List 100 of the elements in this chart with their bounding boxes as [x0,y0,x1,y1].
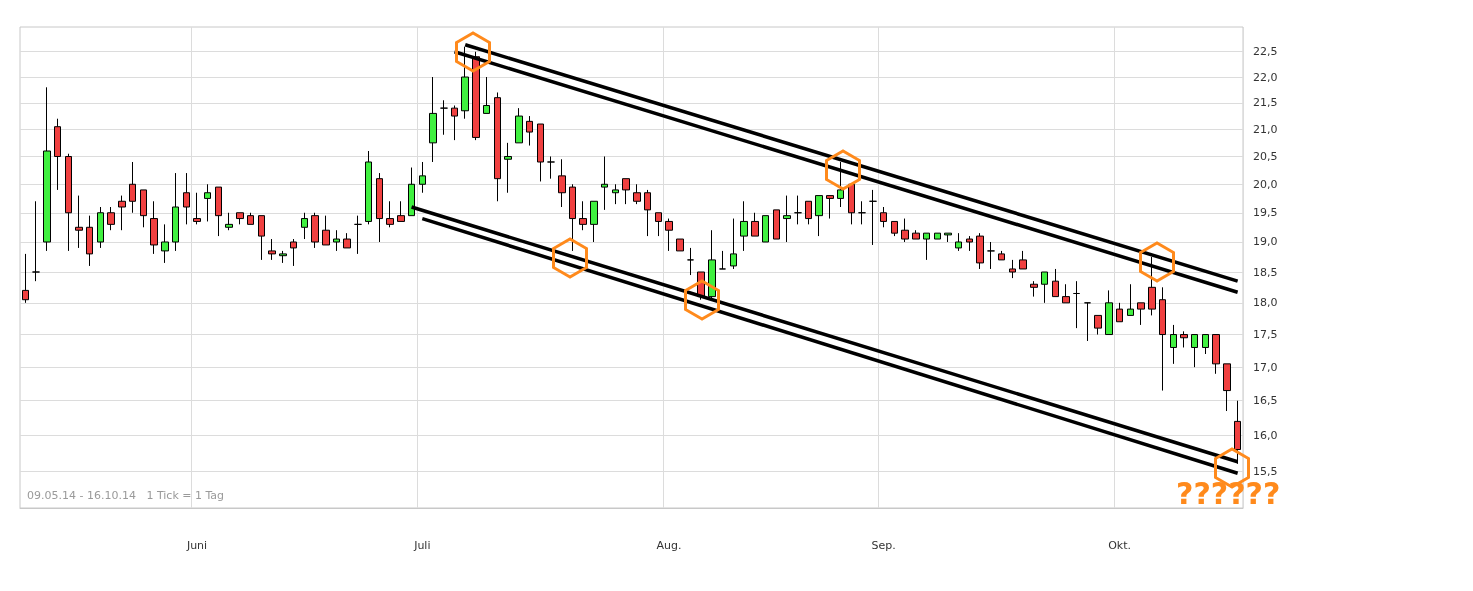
candlestick [730,218,737,270]
candlestick [236,212,244,225]
y-tick-label: 18,5 [1253,265,1278,279]
candlestick [483,76,490,114]
candlestick [783,195,791,243]
y-tick-label: 15,5 [1253,464,1278,478]
candlestick [97,206,104,249]
candlestick [1052,268,1059,298]
y-tick-label: 22,5 [1253,45,1278,59]
y-tick-label: 16,0 [1253,428,1278,442]
candlestick [1094,314,1102,336]
candlestick [1084,302,1091,342]
y-tick-label: 20,5 [1253,149,1278,163]
candlestick [773,209,780,240]
candlestick [966,235,973,252]
y-tick-label: 19,5 [1253,206,1278,220]
candlestick [987,241,995,270]
candlestick [22,253,29,304]
candlestick [65,153,72,252]
candlestick [858,200,866,225]
candlestick [751,212,759,237]
candlestick [794,195,802,225]
candlestick [891,220,898,237]
candlestick [880,206,887,228]
candlestick [901,218,909,243]
candlestick [1105,289,1113,336]
candlestick [43,86,51,252]
candlestick [440,99,448,136]
candlestick [612,183,619,205]
candlestick [708,229,716,301]
candlestick [118,195,126,231]
candlestick [1202,334,1209,355]
x-tick-label: Sep. [871,539,896,552]
candlestick [301,212,308,240]
candlestick [150,200,158,255]
candlestick [161,223,169,264]
candlestick [343,232,351,249]
candlestick [451,105,458,141]
candlestick [258,215,265,261]
candlestick [805,200,812,225]
candlestick [1191,334,1198,368]
candlestick [955,232,962,252]
candlestick [1041,271,1048,304]
y-tick-label: 20,0 [1253,177,1278,191]
candlestick [912,229,920,240]
candlestick [590,200,598,243]
candlestick [107,206,115,231]
candlestick [1062,283,1070,304]
candlestick [998,250,1005,261]
candlestick [1116,302,1123,323]
x-tick-label: Juli [413,539,431,552]
candlestick [419,161,426,194]
candlestick [1159,286,1166,392]
y-tick-label: 19,0 [1253,235,1278,249]
candlestick [579,200,587,231]
candlestick [1223,363,1231,412]
candlestick [32,200,40,282]
candlestick [129,161,136,214]
candlestick [504,142,512,194]
candlestick [923,232,930,261]
candlestick [86,215,93,267]
annotation: 09.05.14 - 16.10.14 1 Tick = 1 Tag [27,489,225,502]
candlestick [740,200,748,252]
x-tick-label: Okt. [1108,539,1132,552]
candlestick [1180,330,1188,348]
candlestick [279,250,287,264]
candlestick [225,212,233,231]
candlestick [1212,334,1220,375]
candlestick [365,150,372,225]
y-tick-label: 21,5 [1253,96,1278,110]
candlestick [719,250,726,270]
y-tick-label: 22,0 [1253,70,1278,84]
candlestick [494,91,501,202]
candlestick [762,215,769,243]
candlestick [944,232,952,243]
candlestick [1073,280,1080,329]
candlestick [655,212,662,237]
candlestick [515,107,523,144]
candlestick [815,195,823,237]
candlestick [526,115,533,147]
candlestick [601,155,608,211]
candlestick [376,172,383,243]
candlestick [397,200,405,222]
candlestick [386,200,394,228]
candlestick [193,192,201,225]
candlestick [75,195,83,249]
y-tick-label: 18,0 [1253,296,1278,310]
y-tick-label: 17,0 [1253,360,1278,374]
candlestick [215,186,222,237]
candlestick [1127,283,1134,316]
candlestick [837,161,844,208]
candlestick [311,212,319,249]
candlestick [644,189,651,237]
x-tick-label: Aug. [656,539,682,552]
candlestick [869,189,877,246]
candlestick [333,229,340,252]
candlestick [976,232,984,270]
candlestick [1170,324,1177,365]
candlestick [290,238,297,267]
candlestick [676,238,684,252]
